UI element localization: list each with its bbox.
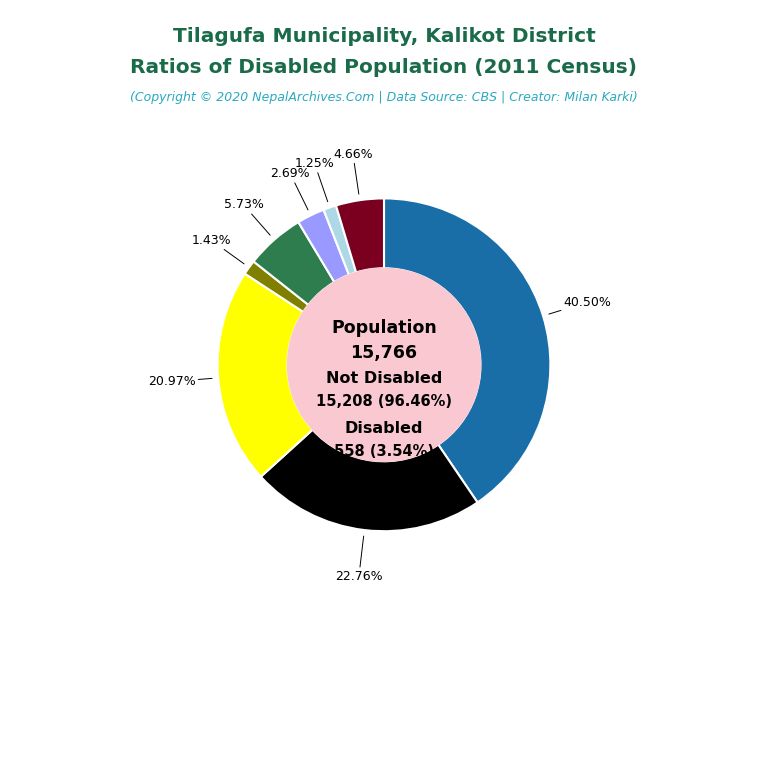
Text: (Copyright © 2020 NepalArchives.Com | Data Source: CBS | Creator: Milan Karki): (Copyright © 2020 NepalArchives.Com | Da… — [130, 91, 638, 104]
Text: 1.25%: 1.25% — [295, 157, 334, 202]
Text: Not Disabled: Not Disabled — [326, 371, 442, 386]
Circle shape — [287, 268, 481, 462]
Text: 1.43%: 1.43% — [191, 233, 244, 264]
Text: Disabled: Disabled — [345, 421, 423, 435]
Wedge shape — [384, 198, 551, 502]
Text: 22.76%: 22.76% — [335, 536, 382, 583]
Wedge shape — [261, 430, 478, 531]
Wedge shape — [217, 273, 313, 477]
Text: 558 (3.54%): 558 (3.54%) — [334, 444, 434, 458]
Text: 15,766: 15,766 — [350, 344, 418, 362]
Text: 40.50%: 40.50% — [549, 296, 611, 314]
Wedge shape — [245, 261, 308, 312]
Wedge shape — [253, 222, 334, 305]
Text: 4.66%: 4.66% — [333, 147, 372, 194]
Text: 15,208 (96.46%): 15,208 (96.46%) — [316, 394, 452, 409]
Text: 20.97%: 20.97% — [147, 375, 212, 388]
Text: Population: Population — [331, 319, 437, 337]
Wedge shape — [323, 206, 356, 275]
Wedge shape — [299, 210, 349, 282]
Text: Tilagufa Municipality, Kalikot District: Tilagufa Municipality, Kalikot District — [173, 27, 595, 46]
Text: 2.69%: 2.69% — [270, 167, 310, 210]
Wedge shape — [336, 198, 384, 273]
Text: Ratios of Disabled Population (2011 Census): Ratios of Disabled Population (2011 Cens… — [131, 58, 637, 77]
Text: 5.73%: 5.73% — [223, 198, 270, 235]
